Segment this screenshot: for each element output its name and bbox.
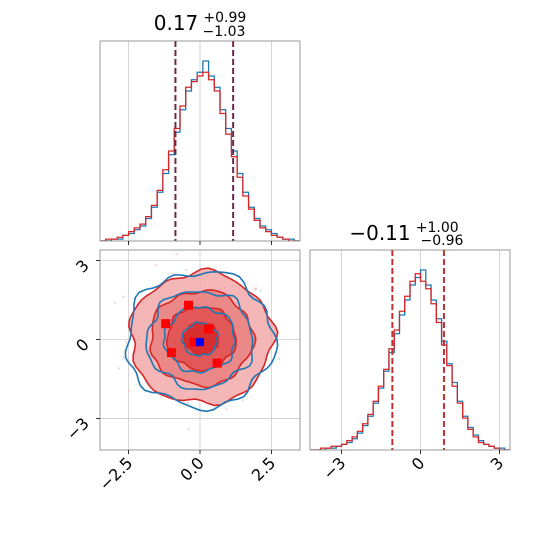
marginal-y-tick-label: −3: [319, 453, 349, 483]
joint-red-marker: [184, 300, 194, 310]
marginal-x-title-median: 0.17: [154, 11, 199, 35]
joint-red-marker: [161, 319, 171, 329]
joint-sample-dot: [186, 402, 189, 405]
joint-sample-dot: [122, 295, 125, 298]
marginal-y-ticks: −3 0 3: [319, 450, 507, 484]
joint-sample-dot: [122, 356, 125, 359]
marginal-y-hist-red: [310, 273, 510, 450]
joint-red-marker: [166, 348, 176, 358]
joint-sample-dot: [241, 399, 244, 402]
marginal-y-histograms: [310, 269, 510, 450]
marginal-y-frame: [309, 249, 511, 451]
marginal-y-title: −0.11 +1.00: [349, 220, 458, 245]
marginal-y-tick-label: 3: [487, 453, 508, 474]
joint-sample-dot: [187, 428, 190, 431]
marginal-x-hist-red: [100, 71, 300, 241]
marginal-x-grid: [128, 41, 272, 241]
joint-red-marker: [212, 358, 222, 368]
marginal-x-title: 0.17 +0.99: [154, 10, 247, 35]
joint-sample-dot: [277, 357, 280, 360]
joint-x-tick-label: 2.5: [248, 453, 279, 484]
joint-sample-dot: [128, 389, 131, 392]
joint-red-marker: [189, 337, 199, 347]
marginal-x-title-minus: −1.03: [203, 24, 246, 40]
joint-sample-dot: [175, 252, 178, 256]
marginal-y-grid: [341, 250, 500, 450]
marginal-y-tick-label: 0: [408, 453, 429, 474]
joint-y-tick-label: −3: [63, 414, 93, 444]
joint-red-marker: [204, 324, 214, 334]
joint-y-tick-label: 3: [72, 256, 93, 277]
joint-panel: −2.5 0.0 2.5 3 0 −3: [63, 249, 301, 494]
marginal-x-title-plus: +0.99: [203, 10, 246, 26]
marginal-x-panel: 0.17 +0.99 −1.03: [99, 10, 301, 245]
marginal-y-title-minus: −0.96: [421, 233, 464, 249]
marginal-y-panel: −3 0 3 −0.11 +1.00 −0.96: [309, 220, 511, 484]
joint-sample-dot: [254, 287, 258, 290]
joint-sample-dot: [185, 269, 188, 272]
joint-sample-dot: [118, 367, 121, 370]
marginal-y-quantile-lines: [391, 250, 445, 450]
marginal-y-title-median: −0.11: [349, 221, 410, 245]
marginal-y-title-plus: +1.00: [416, 220, 459, 236]
joint-blue-marker: [196, 338, 204, 347]
joint-sample-dot: [171, 272, 174, 275]
marginal-x-quantile-lines: [174, 41, 235, 241]
joint-sample-dot: [225, 407, 228, 410]
joint-x-ticks: −2.5 0.0 2.5: [95, 450, 279, 494]
joint-x-tick-label: −2.5: [95, 453, 136, 494]
marginal-y-hist-blue: [310, 269, 510, 450]
joint-sample-dot: [259, 289, 262, 292]
marginal-y-background: [310, 250, 510, 450]
joint-contour-blue: [145, 291, 254, 391]
joint-sample-dot: [125, 340, 128, 344]
joint-y-ticks: 3 0 −3: [63, 256, 100, 444]
joint-sample-dot: [113, 301, 116, 304]
joint-x-tick-label: 0.0: [176, 453, 207, 484]
marginal-x-ticks: [128, 241, 272, 245]
joint-contour-blue: [124, 270, 279, 413]
joint-y-tick-label: 0: [72, 335, 93, 356]
joint-markers: [161, 300, 222, 368]
marginal-x-histograms: [100, 60, 300, 241]
joint-sample-dot: [155, 264, 158, 267]
